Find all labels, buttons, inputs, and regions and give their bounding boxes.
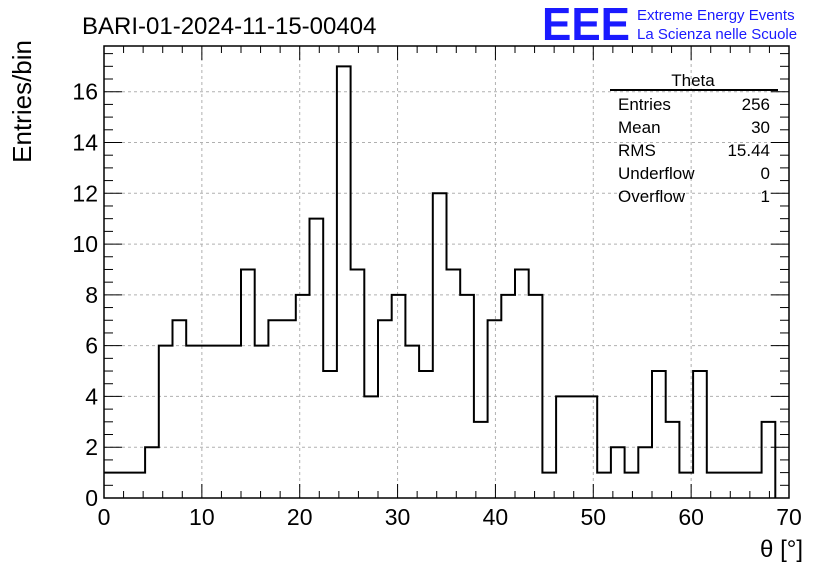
plot-frame: [103, 45, 790, 499]
y-tick-label: 4: [85, 383, 98, 409]
histogram-step-line: [104, 65, 777, 498]
x-tick-labels: 0 10 20 30 40 50 60 70: [98, 504, 802, 530]
y-tick-label: 8: [85, 282, 98, 308]
y-axis-label: Entries/bin: [7, 40, 37, 163]
y-tick-label: 0: [85, 485, 98, 511]
x-tick-label: 60: [678, 504, 704, 530]
x-tick-label: 50: [580, 504, 606, 530]
x-tick-label: 40: [483, 504, 509, 530]
stats-box: Theta Entries 256 Mean 30 RMS 15.44 Underflow 0…: [610, 71, 778, 206]
y-tick-label: 2: [85, 434, 98, 460]
stats-row-label: Mean: [618, 118, 661, 137]
logo-letters: EEE: [542, 0, 630, 50]
stats-box-title: Theta: [671, 71, 715, 90]
y-tick-label: 6: [85, 333, 98, 359]
stats-rows: Entries 256 Mean 30 RMS 15.44 Underflow 0 Overfl…: [618, 95, 770, 206]
x-tick-label: 70: [776, 504, 802, 530]
x-tick-label: 10: [189, 504, 215, 530]
stats-row-value: 0: [761, 164, 770, 183]
stats-row-label: Entries: [618, 95, 671, 114]
y-tick-label: 14: [72, 129, 98, 155]
axis-ticks: [103, 46, 790, 499]
y-tick-label: 12: [72, 180, 98, 206]
x-tick-label: 0: [98, 504, 111, 530]
logo-line1: Extreme Energy Events: [637, 7, 795, 24]
logo-line2: La Scienza nelle Scuole: [637, 26, 797, 43]
chart-title: BARI-01-2024-11-15-00404: [82, 13, 376, 40]
stats-row-label: RMS: [618, 141, 656, 160]
eee-logo: EEE Extreme Energy Events La Scienza nel…: [542, 0, 797, 50]
stats-row-label: Underflow: [618, 164, 695, 183]
stats-row-value: 256: [742, 95, 770, 114]
y-tick-label: 10: [72, 231, 98, 257]
stats-row-label: Overflow: [618, 187, 686, 206]
grid: [104, 46, 789, 498]
y-tick-label: 16: [72, 79, 98, 105]
y-tick-labels: 0 2 4 6 8 10 12 14 16: [72, 79, 98, 511]
x-axis-label: θ [°]: [760, 536, 803, 563]
x-tick-label: 20: [287, 504, 313, 530]
stats-row-value: 30: [751, 118, 770, 137]
stats-row-value: 1: [761, 187, 770, 206]
stats-row-value: 15.44: [727, 141, 770, 160]
x-tick-label: 30: [385, 504, 411, 530]
